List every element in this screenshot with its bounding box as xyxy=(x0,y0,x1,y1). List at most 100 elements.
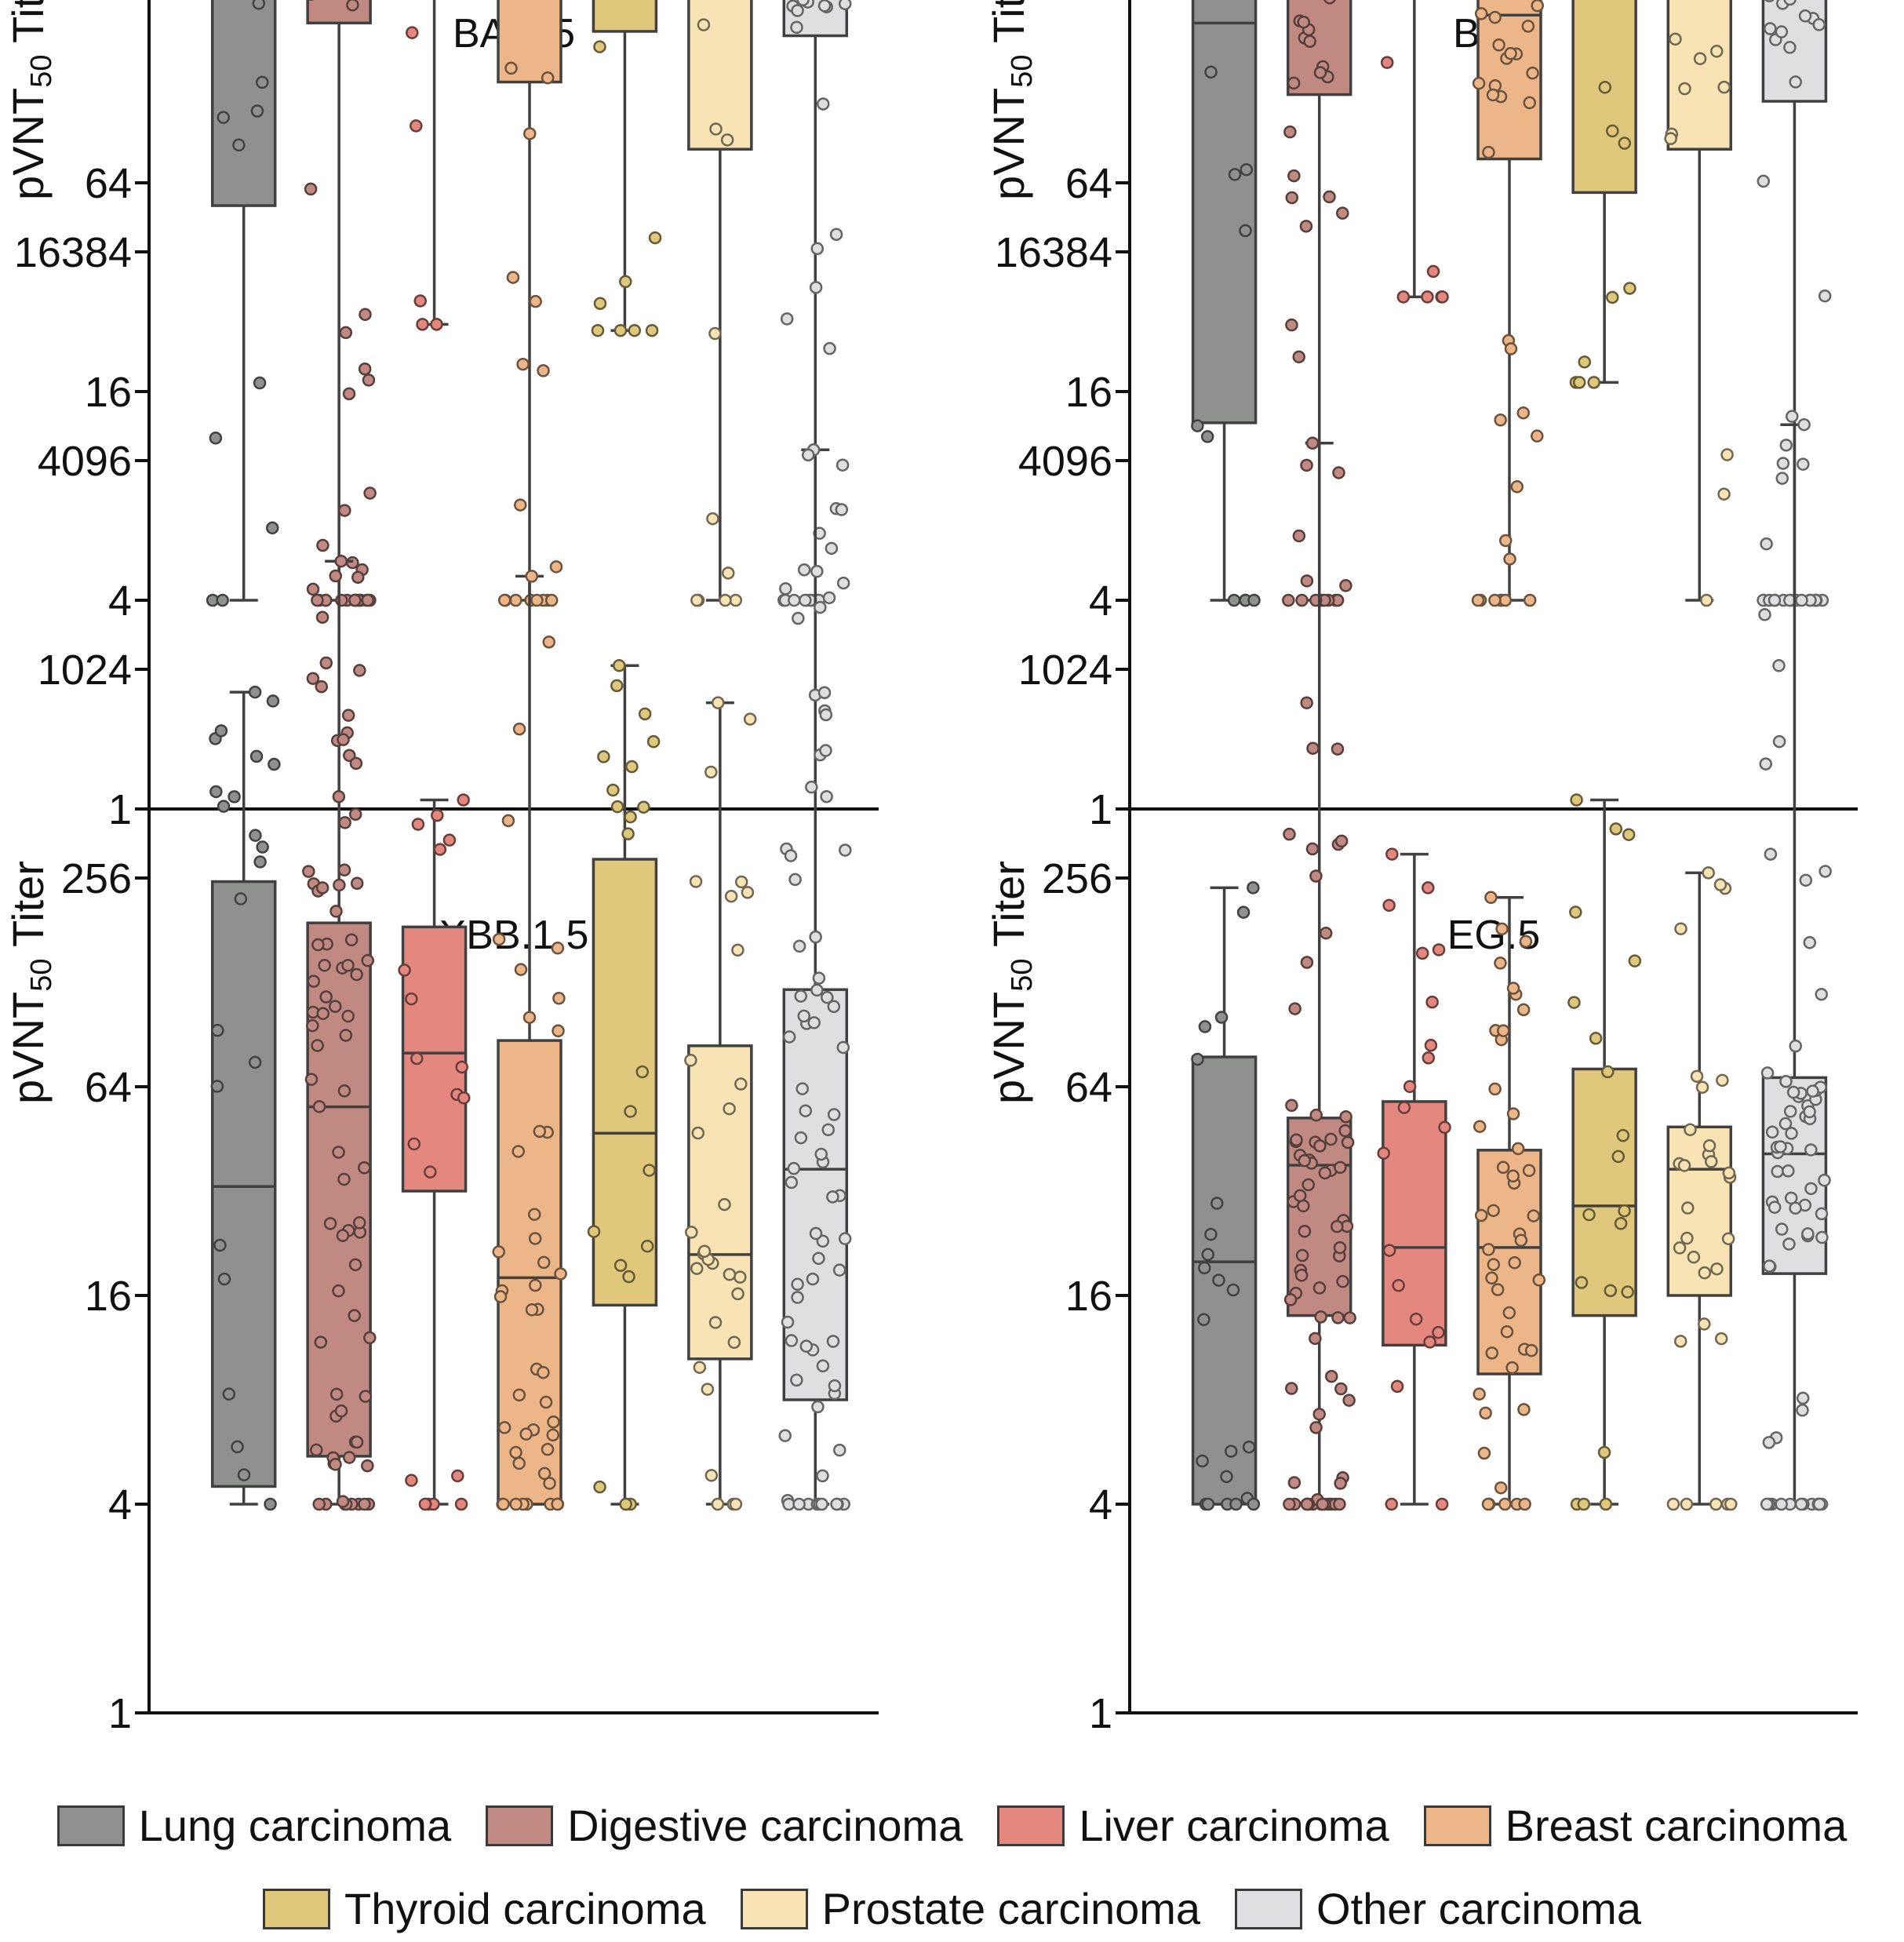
data-point xyxy=(1618,1204,1631,1218)
data-point xyxy=(809,930,822,944)
data-point xyxy=(1484,891,1498,905)
data-point xyxy=(1775,1497,1788,1511)
data-point xyxy=(1508,1255,1521,1270)
data-point xyxy=(264,1497,277,1511)
data-point xyxy=(346,0,359,12)
data-point xyxy=(741,886,755,899)
data-point xyxy=(721,567,735,580)
data-point xyxy=(704,1469,719,1482)
box-group xyxy=(497,0,563,607)
data-point xyxy=(306,1018,319,1033)
y-axis-label: pVNT50 Titer xyxy=(3,861,58,1104)
data-point xyxy=(362,373,376,387)
data-point xyxy=(638,707,652,721)
y-tick-label: 256 xyxy=(61,855,132,902)
data-point xyxy=(791,4,804,17)
data-point xyxy=(350,876,364,890)
data-point xyxy=(457,1091,471,1105)
data-point xyxy=(1720,448,1734,461)
data-point xyxy=(1523,96,1537,110)
data-point xyxy=(455,1060,468,1074)
data-point xyxy=(410,1051,424,1066)
data-point xyxy=(1422,1051,1436,1065)
data-point xyxy=(234,892,248,905)
data-point xyxy=(537,1365,550,1379)
data-point xyxy=(1481,1497,1495,1511)
data-point xyxy=(1760,537,1773,551)
data-point xyxy=(1298,1224,1312,1238)
data-point xyxy=(1497,1024,1510,1037)
data-point xyxy=(799,1339,814,1353)
data-point xyxy=(697,18,711,31)
data-point xyxy=(1673,1335,1687,1348)
data-point xyxy=(613,1259,628,1272)
data-point xyxy=(1397,1101,1411,1114)
data-point xyxy=(1432,1325,1445,1339)
data-point xyxy=(359,1390,373,1403)
data-point xyxy=(1774,1140,1787,1153)
data-point xyxy=(814,600,827,614)
data-point xyxy=(1479,1406,1492,1420)
data-point xyxy=(806,1272,820,1286)
data-point xyxy=(693,1361,707,1374)
data-point xyxy=(1392,1279,1405,1292)
data-point xyxy=(310,1443,323,1457)
data-point xyxy=(836,458,850,472)
data-point xyxy=(1334,834,1349,848)
data-point xyxy=(807,1016,821,1029)
data-point xyxy=(323,1217,337,1230)
y-tick-label: 64 xyxy=(85,160,132,207)
data-point xyxy=(1300,458,1313,472)
data-point xyxy=(529,1278,542,1292)
data-point xyxy=(1204,65,1218,79)
data-point xyxy=(645,323,659,337)
data-point xyxy=(405,1474,418,1487)
data-point xyxy=(1669,32,1682,46)
data-point xyxy=(1282,593,1295,607)
data-point xyxy=(339,326,353,340)
data-point xyxy=(512,722,526,736)
box-iqr xyxy=(210,0,277,207)
data-point xyxy=(411,818,425,831)
data-point xyxy=(546,1428,560,1442)
data-point xyxy=(248,1055,262,1069)
data-point xyxy=(318,959,331,972)
data-point xyxy=(329,1457,342,1471)
data-point xyxy=(1309,1421,1323,1434)
data-point xyxy=(829,228,843,241)
y-tick-label: 1024 xyxy=(38,647,132,694)
data-point xyxy=(314,1335,328,1349)
data-point xyxy=(1471,593,1485,607)
data-point xyxy=(528,1232,542,1245)
box-iqr xyxy=(306,0,372,25)
data-point xyxy=(1531,429,1544,443)
data-point xyxy=(336,1495,350,1508)
data-point xyxy=(1247,1497,1261,1511)
data-point xyxy=(1510,480,1524,494)
data-point xyxy=(1609,822,1623,836)
data-point xyxy=(338,816,351,829)
data-point xyxy=(1722,1166,1736,1180)
data-point xyxy=(785,1175,799,1190)
data-point xyxy=(731,1287,744,1301)
data-point xyxy=(252,0,266,10)
data-point xyxy=(613,323,628,337)
data-point xyxy=(1201,1497,1215,1511)
data-point xyxy=(344,933,359,947)
data-point xyxy=(1783,41,1797,54)
data-point xyxy=(1334,1160,1347,1175)
data-point xyxy=(1698,1317,1711,1331)
data-point xyxy=(708,1316,723,1329)
data-point xyxy=(1285,1099,1298,1113)
data-point xyxy=(1220,1470,1233,1484)
legend: Lung carcinoma Digestive carcinoma Liver… xyxy=(0,1789,1904,1942)
box-group xyxy=(304,0,377,607)
data-point xyxy=(799,593,812,607)
data-point xyxy=(1628,954,1642,967)
data-point xyxy=(1498,593,1513,607)
data-point xyxy=(341,709,355,722)
box-group xyxy=(1191,0,1261,607)
data-point xyxy=(1496,1160,1510,1175)
data-point xyxy=(1299,220,1313,233)
data-point xyxy=(1815,1230,1829,1244)
